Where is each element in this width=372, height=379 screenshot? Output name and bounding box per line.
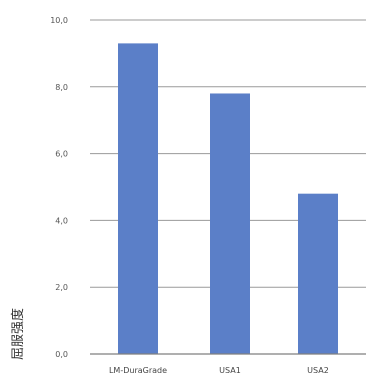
- y-tick-labels: 0,0 2,0 4,0 6,0 8,0 10,0: [50, 16, 68, 359]
- y-tick-label: 10,0: [50, 16, 68, 25]
- y-tick-label: 8,0: [55, 83, 68, 92]
- x-category-label: LM-DuraGrade: [109, 366, 167, 375]
- bar-usa2: [298, 193, 338, 354]
- x-category-label: USA2: [307, 366, 329, 375]
- y-axis-label: 屈服强度: [10, 308, 26, 360]
- bars: [118, 43, 338, 354]
- y-tick-label: 4,0: [55, 216, 68, 225]
- bar-usa1: [210, 93, 250, 354]
- bar-lm-duragrade: [118, 43, 158, 354]
- x-category-labels: LM-DuraGrade USA1 USA2: [109, 366, 329, 375]
- y-tick-label: 6,0: [55, 150, 68, 159]
- y-tick-label: 2,0: [55, 283, 68, 292]
- y-tick-label: 0,0: [55, 350, 68, 359]
- x-category-label: USA1: [219, 366, 241, 375]
